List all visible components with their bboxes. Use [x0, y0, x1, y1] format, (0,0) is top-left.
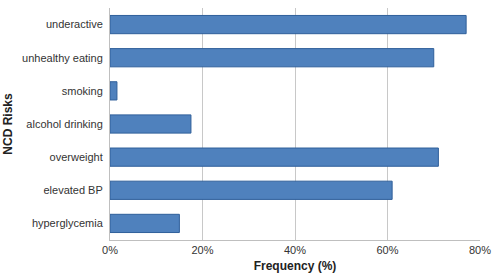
svg-text:0%: 0% [102, 244, 118, 256]
svg-text:NCD Risks: NCD Risks [1, 93, 15, 155]
svg-text:smoking: smoking [62, 85, 103, 97]
svg-text:underactive: underactive [46, 18, 103, 30]
svg-text:20%: 20% [191, 244, 213, 256]
svg-text:alcohol drinking: alcohol drinking [26, 118, 102, 130]
svg-text:40%: 40% [284, 244, 306, 256]
svg-text:80%: 80% [469, 244, 491, 256]
svg-text:overweight: overweight [50, 151, 103, 163]
svg-text:elevated BP: elevated BP [43, 184, 102, 196]
svg-text:60%: 60% [376, 244, 398, 256]
svg-text:hyperglycemia: hyperglycemia [32, 217, 104, 229]
svg-text:unhealthy eating: unhealthy eating [22, 52, 103, 64]
svg-text:Frequency (%): Frequency (%) [254, 259, 337, 273]
